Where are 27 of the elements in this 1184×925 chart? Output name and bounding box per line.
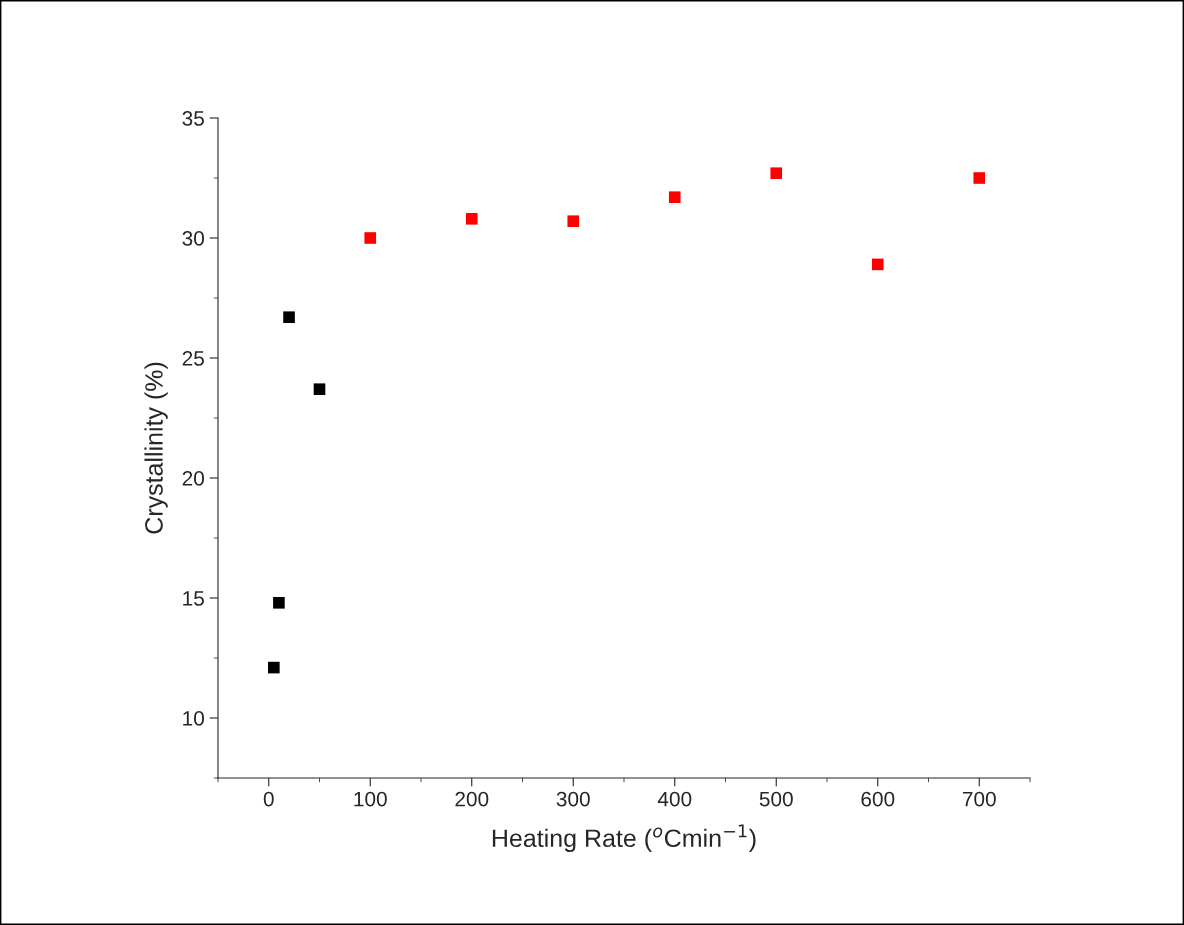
- point: [973, 172, 986, 184]
- point: [364, 232, 377, 244]
- x-tick-label: 500: [759, 791, 793, 807]
- x-tick-label: 300: [556, 791, 590, 807]
- x-tick-label: 600: [861, 791, 895, 807]
- x-tick-label: 400: [657, 791, 692, 807]
- point: [313, 383, 326, 396]
- y-tick-label: 25: [182, 351, 204, 366]
- x-tick-label: 700: [962, 791, 996, 807]
- point: [283, 311, 295, 324]
- y-axis-title: Crystallinity (%): [144, 362, 168, 534]
- y-tick-label: 10: [183, 711, 204, 726]
- y-tick-label: 35: [182, 111, 204, 126]
- y-tick-label: 15: [183, 591, 204, 606]
- y-tick-label: 20: [182, 471, 204, 486]
- point: [465, 212, 478, 225]
- y-tick-label: 30: [182, 231, 204, 246]
- point: [268, 661, 280, 674]
- x-tick-label: 100: [354, 791, 387, 807]
- x-axis-title: Heating Rate ($^{o}$Cmin$^{−1}$): [492, 824, 756, 853]
- point: [770, 167, 783, 180]
- point: [273, 596, 285, 609]
- x-tick-label: 200: [455, 791, 489, 807]
- x-tick-label: 0: [263, 791, 274, 807]
- point: [871, 258, 884, 271]
- point: [668, 191, 681, 204]
- point: [567, 215, 580, 228]
